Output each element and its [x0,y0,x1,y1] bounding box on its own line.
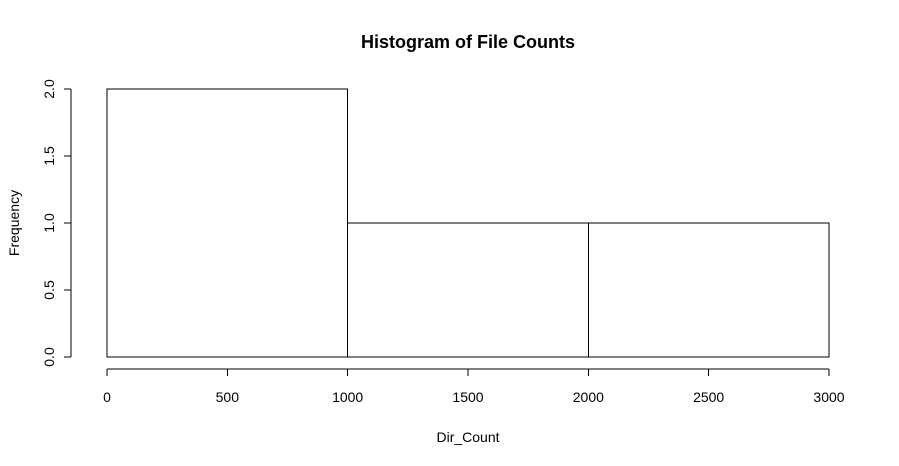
x-tick-label: 1000 [332,389,363,405]
x-tick-label: 3000 [813,389,844,405]
histogram-bar-3 [587,222,830,358]
y-tick-label: 1.0 [41,213,57,233]
x-tick-label: 500 [216,389,240,405]
y-tick-label: 2.0 [41,79,57,99]
chart-title: Histogram of File Counts [361,32,575,52]
x-axis: 0 500 1000 1500 2000 2500 3000 [103,368,845,405]
x-tick-label: 0 [103,389,111,405]
y-axis-label: Frequency [6,190,22,256]
y-tick-label: 0.5 [41,280,57,300]
y-axis: 0.0 0.5 1.0 1.5 2.0 [41,79,72,367]
x-tick-label: 2500 [693,389,724,405]
histogram-bars [106,88,830,358]
x-tick-label: 2000 [573,389,604,405]
histogram-bar-1 [106,88,349,358]
y-tick-label: 0.0 [41,347,57,367]
x-axis-label: Dir_Count [436,429,499,445]
y-tick-label: 1.5 [41,146,57,166]
x-tick-label: 1500 [452,389,483,405]
histogram-bar-2 [347,222,589,358]
